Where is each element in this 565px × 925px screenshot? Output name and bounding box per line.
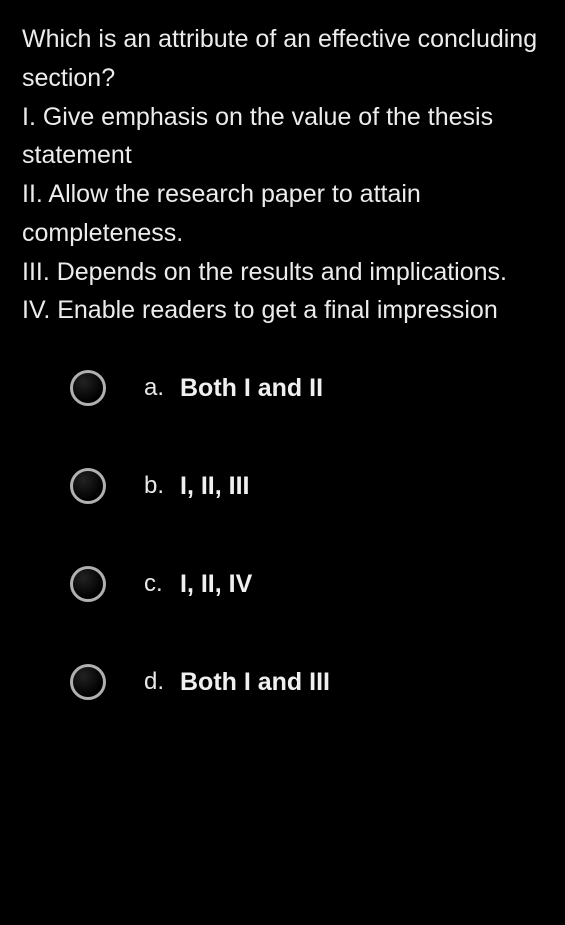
radio-icon[interactable] — [70, 468, 106, 504]
option-letter: b. — [144, 472, 180, 500]
statement-3: III. Depends on the results and implicat… — [22, 258, 507, 286]
option-letter: d. — [144, 668, 180, 696]
option-b[interactable]: b. I, II, III — [70, 468, 543, 504]
radio-icon[interactable] — [70, 566, 106, 602]
radio-icon[interactable] — [70, 370, 106, 406]
statement-1: I. Give emphasis on the value of the the… — [22, 103, 493, 170]
radio-icon[interactable] — [70, 664, 106, 700]
option-c[interactable]: c. I, II, IV — [70, 566, 543, 602]
question-stem: Which is an attribute of an effective co… — [22, 25, 537, 92]
option-d[interactable]: d. Both I and III — [70, 664, 543, 700]
statement-4: IV. Enable readers to get a final impres… — [22, 296, 498, 324]
quiz-container: Which is an attribute of an effective co… — [0, 0, 565, 720]
option-letter: c. — [144, 570, 180, 598]
option-letter: a. — [144, 374, 180, 402]
statement-2: II. Allow the research paper to attain c… — [22, 180, 421, 247]
question-block: Which is an attribute of an effective co… — [22, 20, 543, 330]
option-label: Both I and II — [180, 374, 323, 403]
option-label: Both I and III — [180, 668, 330, 697]
option-a[interactable]: a. Both I and II — [70, 370, 543, 406]
option-label: I, II, IV — [180, 570, 252, 599]
options-list: a. Both I and II b. I, II, III c. I, II,… — [22, 370, 543, 700]
option-label: I, II, III — [180, 472, 249, 501]
